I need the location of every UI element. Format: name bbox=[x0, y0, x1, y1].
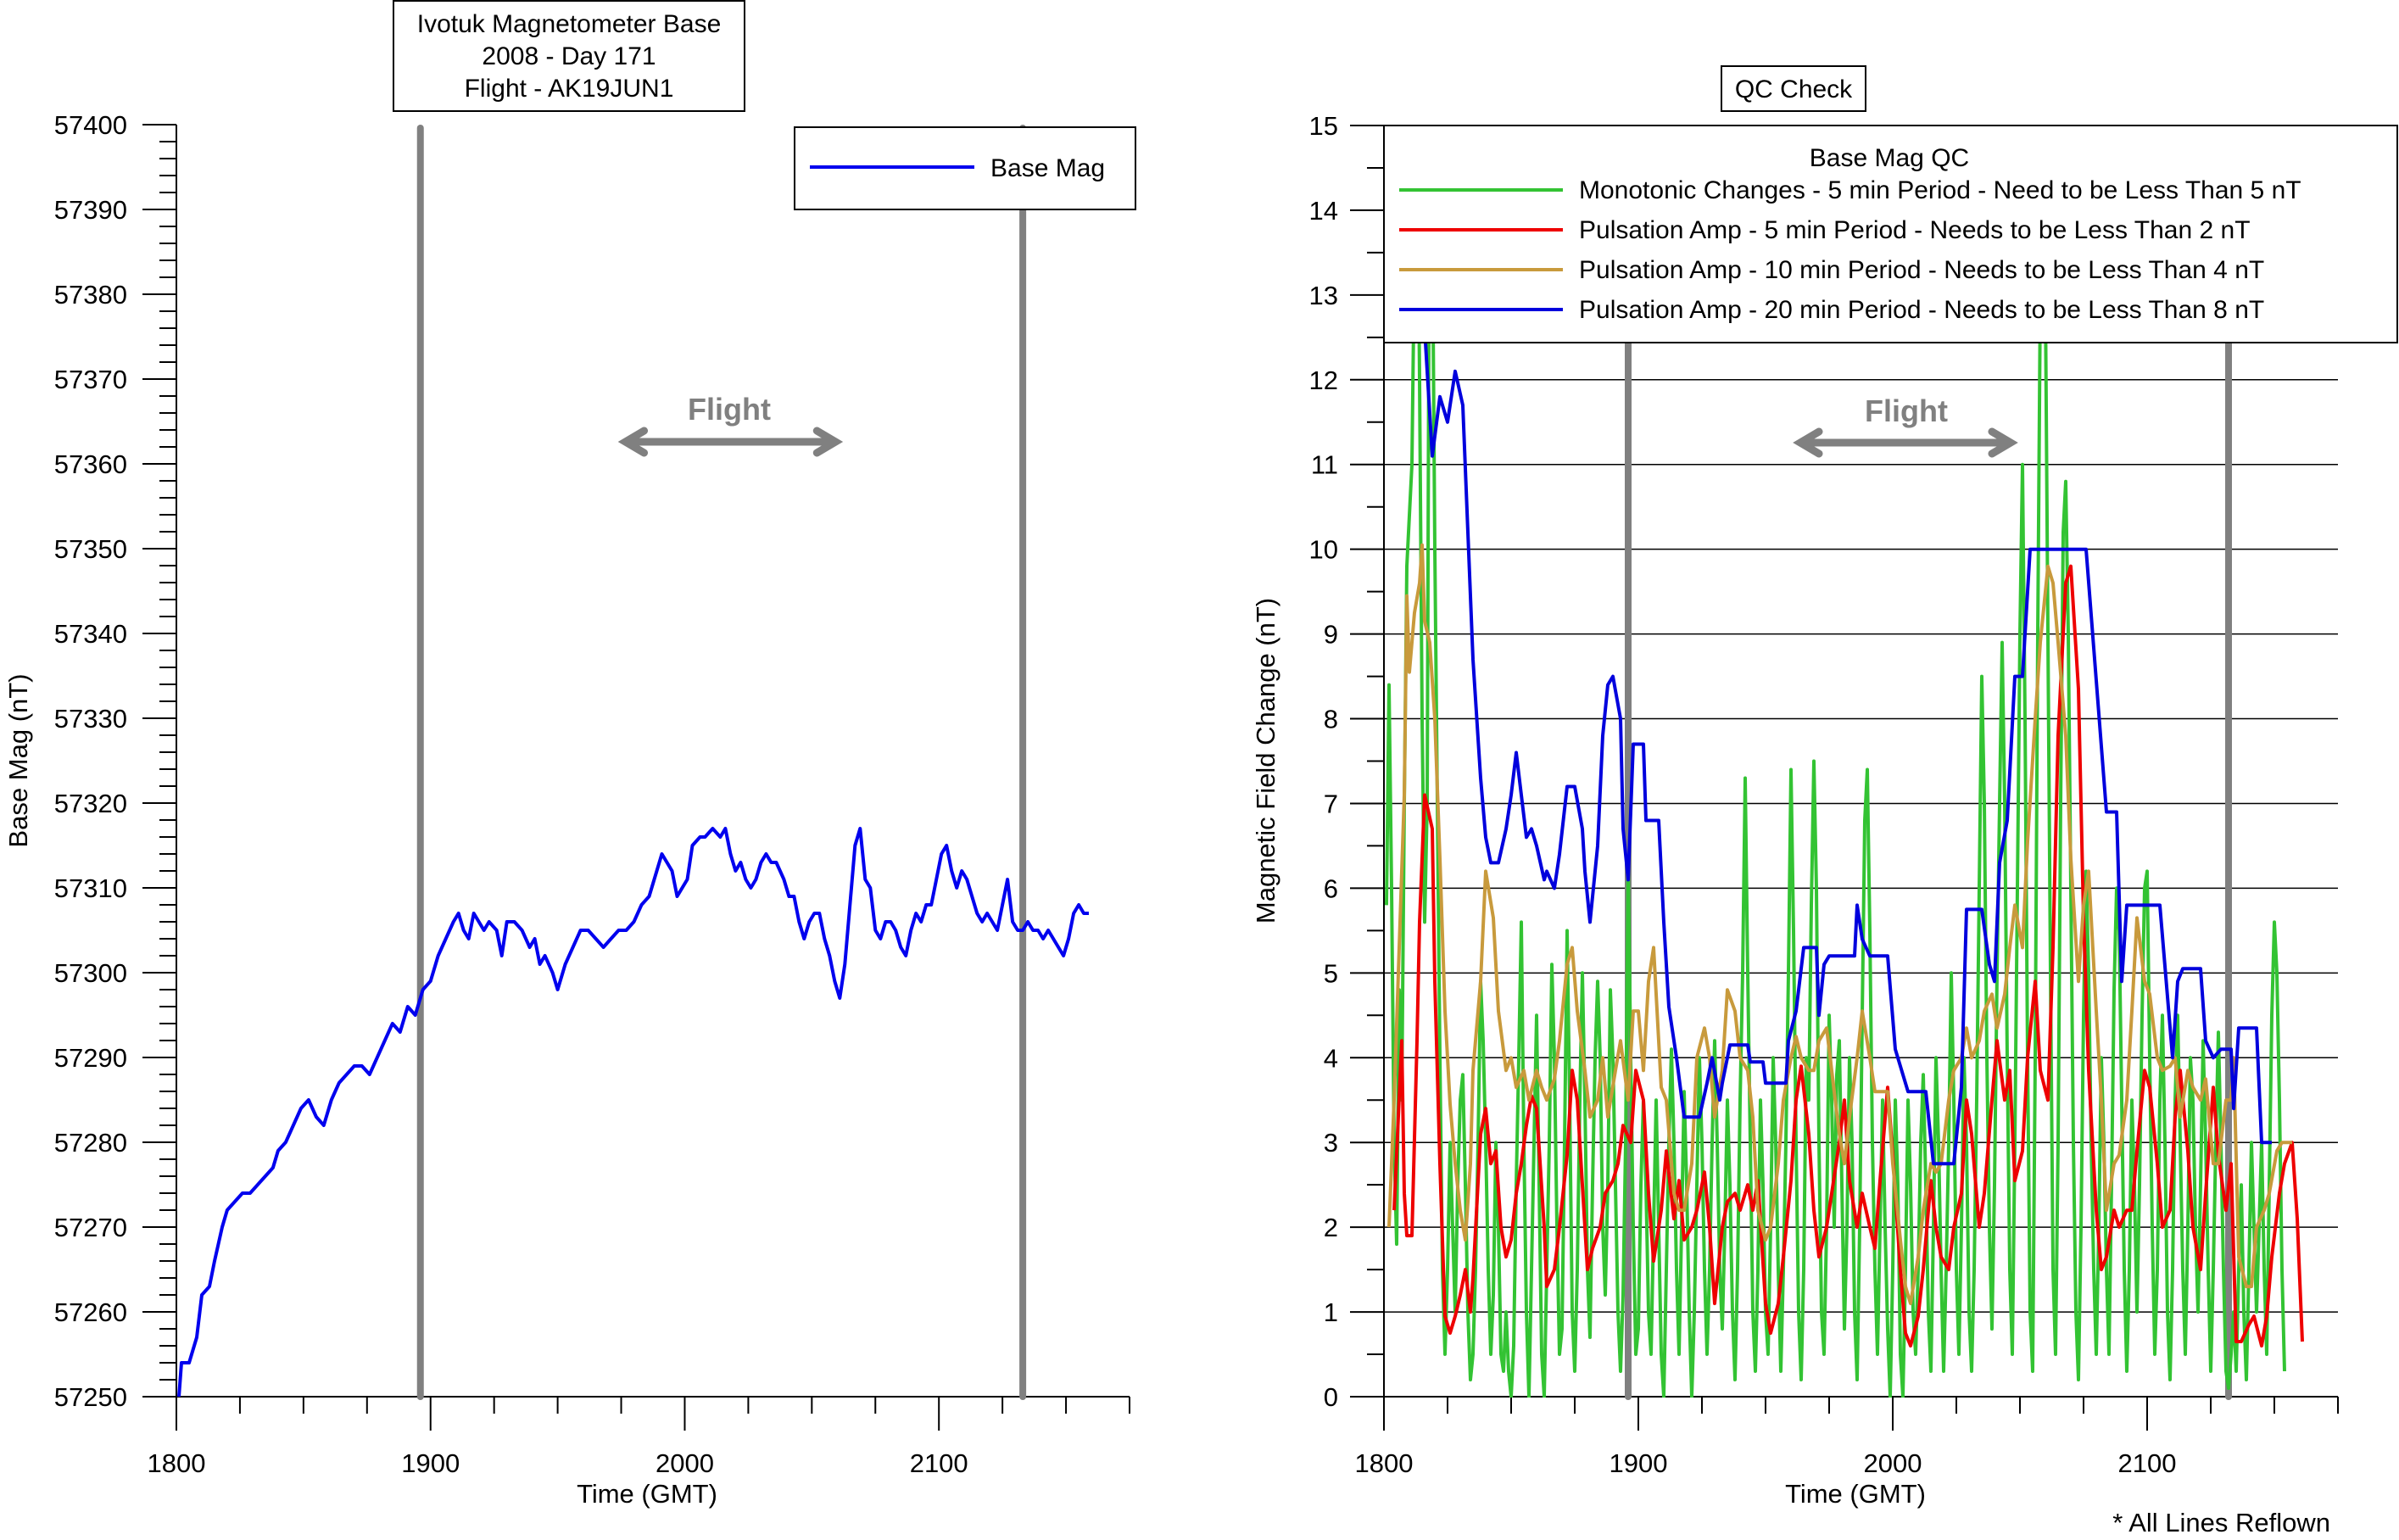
y-tick-label: 3 bbox=[1324, 1128, 1338, 1158]
left-flight-label: Flight bbox=[688, 392, 771, 427]
y-tick-label: 57290 bbox=[54, 1043, 127, 1073]
left-legend: Base Mag bbox=[794, 126, 1136, 210]
legend-label-pulse5: Pulsation Amp - 5 min Period - Needs to … bbox=[1579, 216, 2251, 244]
footnote: * All Lines Reflown bbox=[2112, 1508, 2330, 1537]
left-y-axis-title: Base Mag (nT) bbox=[3, 673, 33, 847]
y-tick-label: 57300 bbox=[54, 958, 127, 988]
right-flight-arrow-icon bbox=[1793, 427, 2018, 458]
series-line-pulse10 bbox=[1387, 543, 2292, 1306]
right-flight-label: Flight bbox=[1865, 393, 1948, 428]
x-tick-label: 2000 bbox=[1864, 1448, 1922, 1478]
legend-label-pulse10: Pulsation Amp - 10 min Period - Needs to… bbox=[1579, 256, 2264, 284]
left-x-axis-title: Time (GMT) bbox=[577, 1479, 717, 1509]
left-x-ticks: 1800 1900 2000 2100 bbox=[148, 1397, 1130, 1478]
y-tick-label: 14 bbox=[1309, 196, 1338, 226]
y-tick-label: 57350 bbox=[54, 534, 127, 564]
left-title-box: Ivotuk Magnetometer Base 2008 - Day 171 … bbox=[393, 0, 745, 112]
y-tick-label: 12 bbox=[1309, 365, 1338, 395]
y-tick-label: 2 bbox=[1324, 1213, 1338, 1242]
x-tick-label: 1900 bbox=[401, 1448, 460, 1478]
right-legend-title: Base Mag QC bbox=[1810, 144, 1969, 172]
left-series bbox=[177, 827, 1089, 1397]
y-tick-label: 57270 bbox=[54, 1213, 127, 1242]
right-y-axis-title: Magnetic Field Change (nT) bbox=[1251, 598, 1280, 923]
x-tick-label: 1900 bbox=[1610, 1448, 1668, 1478]
y-tick-label: 11 bbox=[1311, 450, 1338, 480]
x-tick-label: 2100 bbox=[2118, 1448, 2177, 1478]
y-tick-label: 10 bbox=[1309, 535, 1338, 565]
legend-label-monotonic: Monotonic Changes - 5 min Period - Need … bbox=[1579, 176, 2301, 204]
left-flight-annotation: Flight bbox=[617, 392, 844, 457]
legend-label-pulse20: Pulsation Amp - 20 min Period - Needs to… bbox=[1579, 296, 2264, 324]
y-tick-label: 15 bbox=[1309, 111, 1338, 141]
x-tick-label: 1800 bbox=[1355, 1448, 1414, 1478]
left-title-line-3: Flight - AK19JUN1 bbox=[465, 75, 674, 103]
base-mag-chart: 57250 57260 57270 57280 57290 57300 57310 57320… bbox=[3, 0, 1136, 1509]
right-flight-annotation: Flight bbox=[1793, 393, 2018, 458]
left-flight-arrow-icon bbox=[617, 427, 844, 457]
left-title-line-2: 2008 - Day 171 bbox=[482, 42, 656, 70]
y-tick-label: 57400 bbox=[54, 110, 127, 140]
series-line-pulse20 bbox=[1416, 126, 2272, 1166]
flight-arrow-left-head bbox=[1793, 427, 1823, 458]
left-flight-markers bbox=[416, 125, 1027, 1400]
y-tick-label: 0 bbox=[1324, 1382, 1338, 1412]
y-tick-label: 4 bbox=[1324, 1043, 1338, 1073]
flight-arrow-right-head bbox=[1988, 427, 2018, 458]
y-tick-label: 13 bbox=[1309, 281, 1338, 310]
flight-arrow-right-head bbox=[812, 427, 844, 457]
x-tick-label: 2000 bbox=[656, 1448, 714, 1478]
right-x-axis-title: Time (GMT) bbox=[1785, 1479, 1926, 1509]
y-tick-label: 57360 bbox=[54, 449, 127, 479]
y-tick-label: 57320 bbox=[54, 789, 127, 818]
right-title: QC Check bbox=[1735, 75, 1853, 103]
y-tick-label: 57370 bbox=[54, 365, 127, 394]
right-x-ticks: 1800 1900 2000 2100 bbox=[1355, 1397, 2339, 1478]
left-y-ticks: 57250 57260 57270 57280 57290 57300 57310 57320… bbox=[54, 110, 176, 1412]
y-tick-label: 1 bbox=[1324, 1297, 1338, 1327]
y-tick-label: 57330 bbox=[54, 704, 127, 734]
legend-label-base-mag: Base Mag bbox=[990, 154, 1105, 182]
series-line-monotonic bbox=[1385, 126, 2286, 1398]
y-tick-label: 8 bbox=[1324, 705, 1338, 734]
y-tick-label: 57380 bbox=[54, 280, 127, 310]
right-legend: Base Mag QC Monotonic Changes - 5 min Pe… bbox=[1383, 125, 2398, 343]
y-tick-label: 5 bbox=[1324, 958, 1338, 988]
left-title-line-1: Ivotuk Magnetometer Base bbox=[417, 10, 722, 38]
x-tick-label: 2100 bbox=[910, 1448, 968, 1478]
y-tick-label: 57250 bbox=[54, 1382, 127, 1412]
flight-arrow-left-head bbox=[617, 427, 649, 457]
y-tick-label: 57280 bbox=[54, 1128, 127, 1158]
y-tick-label: 57260 bbox=[54, 1297, 127, 1327]
y-tick-label: 9 bbox=[1324, 620, 1338, 650]
x-tick-label: 1800 bbox=[148, 1448, 206, 1478]
y-tick-label: 6 bbox=[1324, 873, 1338, 903]
left-axes bbox=[142, 125, 1130, 1398]
y-tick-label: 57310 bbox=[54, 873, 127, 903]
series-line-pulse5 bbox=[1392, 564, 2304, 1348]
series-line-base-mag bbox=[177, 827, 1089, 1397]
right-title-box: QC Check bbox=[1721, 65, 1866, 112]
y-tick-label: 57390 bbox=[54, 195, 127, 225]
right-series bbox=[1385, 126, 2304, 1398]
y-tick-label: 7 bbox=[1324, 789, 1338, 818]
y-tick-label: 57340 bbox=[54, 619, 127, 649]
